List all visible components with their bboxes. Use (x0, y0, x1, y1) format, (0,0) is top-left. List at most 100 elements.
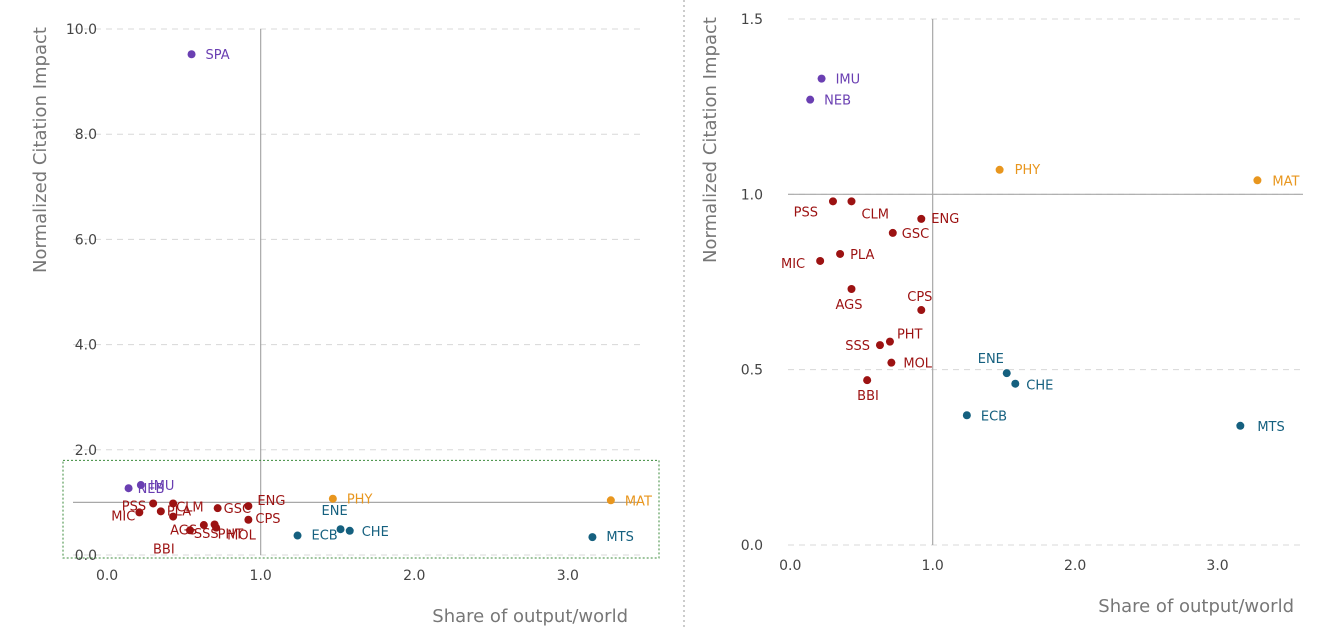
left-point-sss (199, 521, 208, 530)
left-zoom-region-box (62, 459, 660, 559)
left-point-clm (169, 499, 178, 508)
left-point-label-pht: PHT (218, 527, 244, 542)
left-point-label-clm: CLM (176, 500, 204, 515)
right-point-label-gsc: GSC (902, 227, 929, 242)
left-point-mat (606, 496, 615, 505)
left-y-tick-label: 4.0 (75, 338, 97, 354)
right-point-label-bbi: BBI (857, 389, 879, 404)
left-chart-panel: 0.0 2.0 4.0 6.0 8.0 10.0 0.0 1.0 2.0 3.0 Share of … (30, 22, 660, 627)
left-x-tick-label: 2.0 (403, 568, 425, 584)
left-point-mic (135, 508, 144, 517)
left-x-tick-label: 0.0 (96, 568, 118, 584)
right-point-eng (917, 214, 926, 223)
right-x-tick-label: 3.0 (1206, 558, 1228, 574)
left-point-label-imu: IMU (150, 479, 175, 494)
right-point-label-clm: CLM (861, 207, 889, 222)
left-point-pla (156, 507, 165, 516)
right-point-sss (875, 341, 884, 350)
left-y-axis-title: Normalized Citation Impact (30, 27, 51, 273)
left-point-neb (124, 484, 133, 493)
right-point-ecb (962, 411, 971, 420)
left-point-ene (336, 525, 345, 534)
right-point-neb (806, 95, 815, 104)
left-point-cps (244, 515, 253, 524)
right-point-label-neb: NEB (824, 94, 851, 109)
left-point-label-neb: NEB (138, 482, 165, 497)
left-point-label-ene: ENE (322, 504, 348, 519)
right-x-tick-label: 0.0 (779, 558, 801, 574)
left-point-ags (169, 512, 178, 521)
right-point-label-pla: PLA (850, 248, 874, 263)
right-point-cps (917, 306, 926, 315)
right-point-pla (836, 249, 845, 258)
right-point-gsc (888, 228, 897, 237)
left-point-label-ecb: ECB (312, 529, 338, 544)
right-point-ags (847, 285, 856, 294)
left-y-tick-label: 6.0 (75, 232, 97, 248)
right-point-label-imu: IMU (836, 73, 861, 88)
left-point-label-eng: ENG (257, 494, 285, 509)
left-point-gsc (213, 504, 222, 513)
right-point-imu (817, 74, 826, 83)
left-point-label-che: CHE (362, 525, 389, 540)
left-point-label-spa: SPA (206, 48, 230, 63)
left-y-tick-label: 0.0 (75, 548, 97, 564)
right-point-mic (816, 256, 825, 265)
right-y-axis-title: Normalized Citation Impact (700, 17, 721, 263)
right-x-tick-label: 1.0 (922, 558, 944, 574)
right-point-pht (885, 337, 894, 346)
right-point-label-ags: AGS (835, 298, 862, 313)
left-point-label-mts: MTS (606, 530, 633, 545)
right-point-mat (1253, 176, 1262, 185)
right-point-ene (1002, 369, 1011, 378)
right-point-label-che: CHE (1026, 379, 1053, 394)
left-point-label-mat: MAT (625, 494, 652, 509)
right-point-pss (828, 197, 837, 206)
right-point-clm (847, 197, 856, 206)
left-point-label-mic: MIC (111, 509, 135, 524)
right-point-label-phy: PHY (1015, 163, 1041, 178)
left-point-spa (187, 50, 196, 59)
left-point-mol (212, 523, 221, 532)
right-point-phy (995, 165, 1004, 174)
left-x-tick-label: 1.0 (250, 568, 272, 584)
right-point-che (1011, 379, 1020, 388)
left-point-label-bbi: BBI (153, 542, 175, 557)
right-x-axis-title: Share of output/world (1098, 596, 1294, 617)
right-point-label-ecb: ECB (981, 409, 1007, 424)
left-y-tick-label: 8.0 (75, 127, 97, 143)
left-point-label-gsc: GSC (224, 502, 251, 517)
left-point-che (345, 526, 354, 535)
left-point-pss (149, 499, 158, 508)
left-point-mts (588, 533, 597, 542)
left-point-label-cps: CPS (255, 512, 280, 527)
left-point-imu (136, 481, 145, 490)
left-point-ecb (293, 531, 302, 540)
right-point-label-pss: PSS (794, 205, 818, 220)
right-point-label-sss: SSS (845, 339, 870, 354)
right-point-label-mic: MIC (781, 257, 805, 272)
right-y-tick-label: 0.5 (741, 363, 763, 379)
right-point-label-mol: MOL (903, 357, 932, 372)
right-x-tick-label: 2.0 (1064, 558, 1086, 574)
right-point-label-mts: MTS (1257, 420, 1284, 435)
right-point-mol (887, 358, 896, 367)
right-point-label-mat: MAT (1272, 174, 1299, 189)
left-point-label-sss: SSS (194, 527, 219, 542)
right-point-bbi (863, 376, 872, 385)
left-y-tick-label: 2.0 (75, 443, 97, 459)
right-point-label-eng: ENG (931, 212, 959, 227)
left-point-bbi (186, 526, 195, 535)
right-chart-panel: 0.0 0.5 1.0 1.5 0.0 1.0 2.0 3.0 Share of output/… (700, 12, 1303, 617)
right-y-tick-label: 1.5 (741, 12, 763, 28)
left-x-tick-label: 3.0 (557, 568, 579, 584)
right-y-tick-label: 0.0 (741, 538, 763, 554)
right-point-label-cps: CPS (907, 290, 932, 305)
left-x-axis-title: Share of output/world (432, 606, 628, 627)
right-point-mts (1236, 421, 1245, 430)
left-y-tick-label: 10.0 (66, 22, 97, 38)
right-point-label-ene: ENE (978, 352, 1004, 367)
left-point-label-mol: MOL (227, 529, 256, 544)
left-point-label-phy: PHY (347, 493, 373, 508)
